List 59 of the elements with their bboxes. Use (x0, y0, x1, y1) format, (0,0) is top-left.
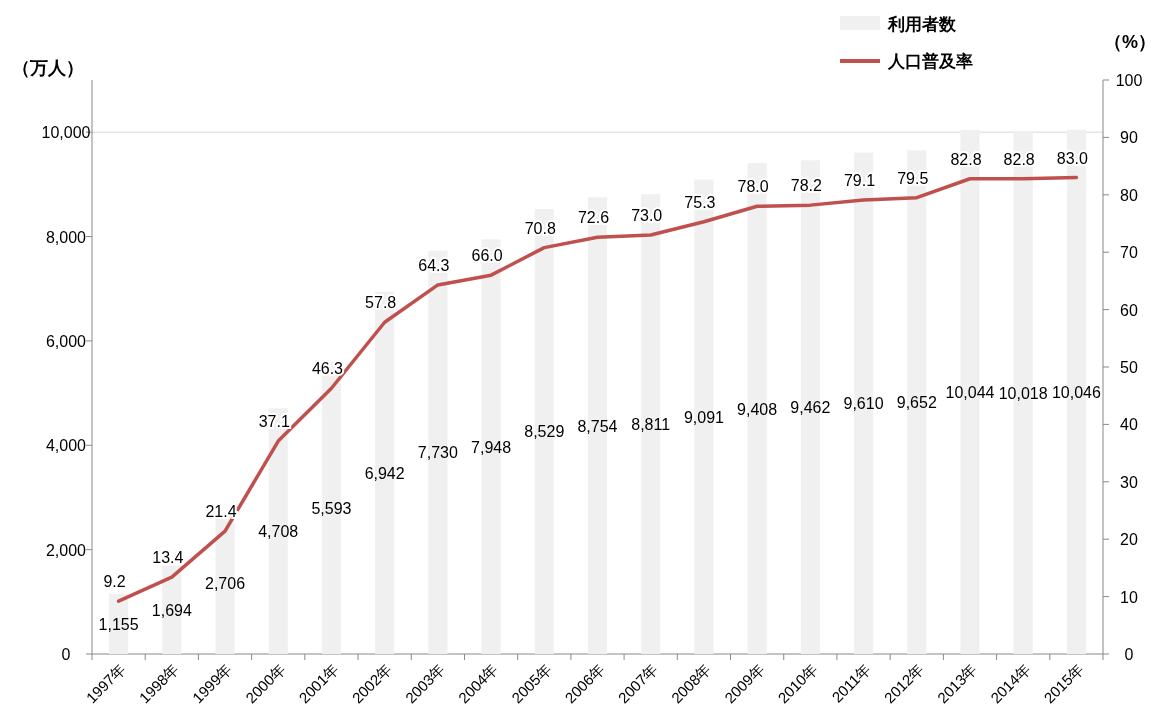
data-label: 82.8 (1003, 150, 1035, 168)
data-label: 75.3 (684, 193, 716, 211)
y-tick-label: 0 (61, 646, 71, 663)
y-axis-title: （万人） (12, 58, 84, 78)
data-label: 10,018 (998, 384, 1048, 402)
data-label: 70.8 (524, 219, 556, 237)
data-label: 9,462 (790, 399, 831, 417)
data-label: 7,730 (417, 444, 458, 462)
data-label: 9,652 (896, 394, 937, 412)
y-tick-label: 6,000 (45, 332, 87, 350)
y-tick-label: 10,000 (41, 124, 91, 142)
data-label: 64.3 (418, 256, 450, 274)
data-label: 82.8 (950, 150, 982, 168)
data-label: 10,046 (1051, 383, 1101, 401)
data-label: 1,694 (151, 601, 192, 619)
data-label: 4,708 (258, 523, 299, 541)
y2-tick-label: 40 (1120, 416, 1138, 434)
y2-tick-label: 70 (1120, 244, 1138, 262)
y2-tick-label: 50 (1120, 359, 1138, 376)
data-label: 79.1 (843, 171, 876, 189)
data-label: 13.4 (152, 549, 184, 567)
y2-tick-label: 60 (1120, 301, 1138, 319)
data-label: 6,942 (364, 464, 405, 482)
data-label: 1,155 (98, 615, 139, 633)
data-label: 57.8 (365, 294, 397, 312)
y2-tick-label: 30 (1120, 473, 1138, 491)
data-label: 9,408 (737, 400, 778, 418)
y2-tick-label: 80 (1120, 186, 1138, 204)
data-label: 79.5 (897, 169, 929, 187)
y2-tick-label: 90 (1120, 129, 1138, 147)
data-label: 73.0 (631, 206, 663, 224)
y2-tick-label: 20 (1120, 531, 1138, 549)
data-label: 8,754 (577, 417, 618, 435)
legend-label: 利用者数 (887, 15, 957, 34)
data-label: 2,706 (205, 575, 246, 593)
data-label: 7,948 (471, 438, 512, 456)
y-tick-label: 2,000 (45, 541, 87, 559)
data-label: 9.2 (103, 573, 126, 591)
data-label: 8,811 (631, 416, 671, 434)
data-label: 10,044 (945, 383, 995, 401)
y-tick-label: 8,000 (45, 228, 87, 246)
data-label: 78.0 (737, 178, 769, 196)
data-label: 83.0 (1056, 149, 1089, 167)
data-label: 72.6 (577, 209, 610, 227)
y-tick-label: 4,000 (45, 437, 87, 455)
y2-tick-label: 0 (1124, 646, 1134, 663)
data-label: 9,610 (843, 395, 884, 413)
data-label: 66.0 (471, 247, 503, 265)
legend-label: 人口普及率 (887, 51, 973, 71)
data-label: 9,091 (683, 408, 725, 426)
data-label: 8,529 (524, 423, 565, 441)
data-label: 46.3 (311, 360, 344, 378)
data-label: 37.1 (258, 413, 290, 431)
y2-axis-title: （%） (1103, 32, 1157, 52)
y2-tick-label: 100 (1115, 72, 1143, 89)
data-label: 21.4 (205, 503, 237, 521)
data-label: 78.2 (790, 177, 823, 195)
y2-tick-label: 10 (1120, 588, 1138, 606)
data-label: 5,593 (311, 500, 352, 518)
